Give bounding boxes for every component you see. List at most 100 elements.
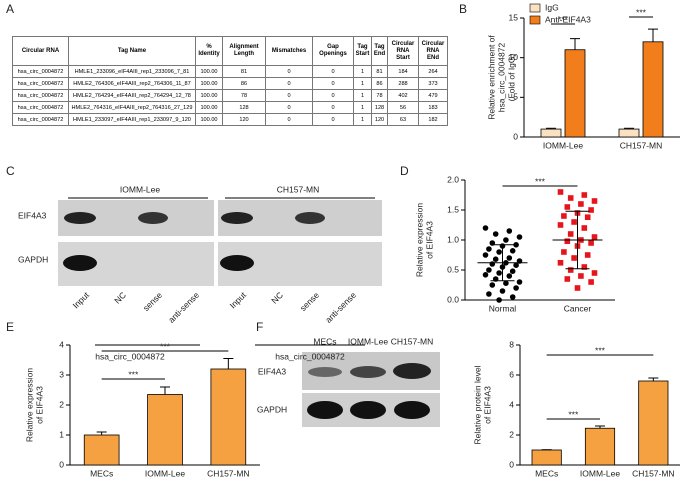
band [221,212,253,224]
table-cell: 0 [265,65,313,78]
table-cell: 0 [312,77,354,90]
bar [618,128,640,138]
lane-label: NC [269,290,285,306]
blot-strip [58,242,382,286]
point [482,252,489,258]
lane-label: Input [71,289,92,310]
x-tick-label: CH157-MN [620,140,663,150]
point [513,285,519,291]
bar [147,394,183,466]
point [486,291,492,297]
table-cell: 100.00 [195,77,223,90]
y-tick-label: 3 [59,369,64,379]
table-cell: 81 [371,65,388,78]
y-tick-label: 1.5 [447,204,459,214]
significance-label: *** [636,7,647,17]
panel-label: A [6,2,14,16]
point [486,267,492,273]
table-cell: 128 [222,101,266,114]
footer-label: hsa_circ_0004872 [95,351,165,361]
table-cell: 81 [222,65,266,78]
point [581,264,588,270]
header-cell: Tag Start [353,36,372,66]
point [588,279,594,285]
point [516,234,523,240]
table-row: hsa_circ_0004872 HMLE2_764316_eIF4AIII_re… [12,101,448,114]
table-cell: 1 [353,65,372,78]
panel-label: C [6,164,15,178]
table-cell: 0 [265,89,313,102]
y-axis-label: Relative expression [414,203,424,277]
bar [210,368,247,466]
table-cell: 373 [418,77,448,90]
table-cell: 0 [312,101,354,114]
row-label: EIF4A3 [18,210,47,220]
table-cell: 1 [353,101,372,114]
row-label: EIF4A3 [258,366,287,376]
table-cell: HMLE2_764306_eIF4AIII_rep2_764306_11_87 [68,77,196,90]
y-tick-label: 1.0 [447,234,459,244]
lane-label: sense [298,290,321,313]
point [588,240,594,246]
table-cell: 1 [353,113,372,126]
panel-label: E [6,320,14,334]
x-tick-label: MECs [90,468,113,478]
point [567,195,574,201]
table-cell: hsa_circ_0004872 [12,77,69,90]
table-cell: 63 [387,113,419,126]
table-cell: 0 [265,101,313,114]
header-cell: Alignment Length [222,36,266,66]
point [492,256,499,263]
legend-label: Anti-EIF4A3 [545,14,591,24]
y-tick-label: 0 [509,459,514,469]
y-tick-label: 0.0 [447,294,459,304]
point [591,198,598,204]
point [557,222,564,228]
blot-divider [214,200,218,286]
point [581,225,588,231]
table-cell: hsa_circ_0004872 [12,113,69,126]
x-tick-label: IOMM-Lee [543,140,583,150]
table-cell: 0 [312,89,354,102]
band [350,366,386,378]
header-cell: Tag Name [68,36,196,66]
table-cell: 100.00 [195,113,223,126]
table-row: hsa_circ_0004872 HMLE1_233096_eIF4AIII_re… [12,65,448,78]
y-tick-label: 0 [513,131,518,141]
y-tick-label: 6 [509,369,514,379]
y-tick-label: 2 [59,399,64,409]
point [557,260,564,266]
y-tick-label: 0 [59,459,64,469]
x-tick-label: CH157-MN [632,468,675,478]
table-cell: HMLE2_764316_eIF4AIII_rep2_764316_27_129 [68,101,196,114]
point [571,219,577,225]
point [492,231,499,237]
table-row: hsa_circ_0004872 HMLE2_764294_eIF4AIII_re… [12,89,448,102]
point [516,279,523,285]
y-tick-label: 1 [59,429,64,439]
y-tick-label: 4 [59,339,64,349]
significance-label: *** [160,341,171,351]
table-row: hsa_circ_0004872 HMLE2_764306_eIF4AIII_re… [12,77,448,90]
point [489,282,496,288]
point [567,231,574,237]
lane-label: NC [112,290,128,306]
y-tick-label: 15 [509,12,519,22]
table-cell: 0 [312,113,354,126]
table-cell: 56 [387,101,419,114]
x-tick-label: IOMM-Lee [580,468,620,478]
y-tick-label: 10 [509,52,519,62]
bar [564,49,586,138]
table-row: Circular RNA Tag Name% Identity Alignment … [12,36,448,66]
panel-label: D [400,164,409,178]
point [564,204,571,210]
lane-label: sense [141,290,164,313]
point [509,268,516,275]
lane-label: Input [228,289,249,310]
table-cell: 402 [387,89,419,102]
header-cell: Circular RNA ENd [418,36,448,66]
point [509,294,516,300]
point [496,270,502,276]
bar [642,41,664,138]
bar [531,449,562,466]
